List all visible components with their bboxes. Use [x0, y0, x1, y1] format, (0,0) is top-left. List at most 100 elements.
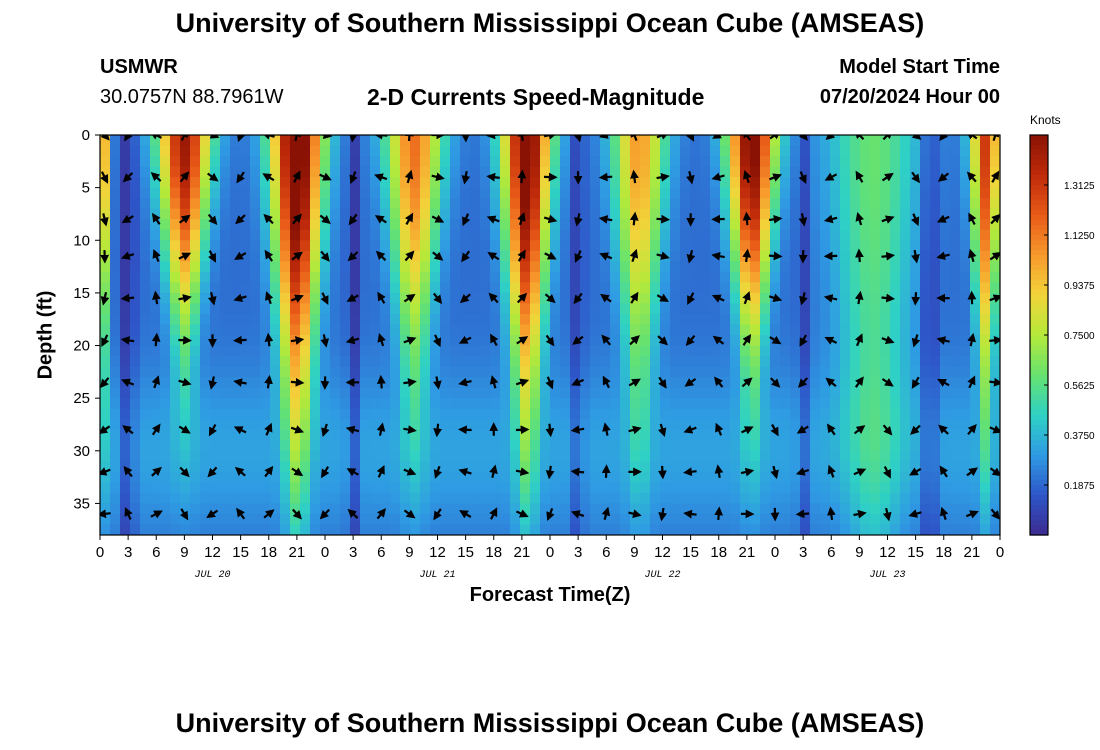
- heatmap-cell: [240, 145, 251, 157]
- x-tick-label: 18: [260, 544, 277, 561]
- heatmap-cell: [520, 135, 531, 147]
- heatmap-cell: [900, 356, 911, 368]
- heatmap-cell: [490, 240, 501, 252]
- heatmap-cell: [840, 324, 851, 336]
- heatmap-cell: [270, 166, 281, 178]
- heatmap-cell: [640, 377, 651, 389]
- heatmap-cell: [800, 229, 811, 241]
- heatmap-cell: [470, 219, 481, 231]
- heatmap-cell: [440, 250, 451, 262]
- heatmap-cell: [760, 408, 771, 420]
- heatmap-cell: [220, 198, 231, 210]
- colorbar-tick-label: 1.1250: [1064, 231, 1095, 242]
- heatmap-cell: [590, 356, 601, 368]
- heatmap-cell: [400, 219, 411, 231]
- current-arrow: [683, 509, 697, 519]
- heatmap-cell: [210, 398, 221, 410]
- heatmap-cell: [530, 419, 541, 431]
- heatmap-cell: [740, 461, 751, 473]
- heatmap-cell: [620, 240, 631, 252]
- heatmap-cell: [820, 408, 831, 420]
- heatmap-cell: [300, 208, 311, 220]
- heatmap-cell: [550, 145, 561, 157]
- heatmap-cell: [920, 292, 931, 305]
- heatmap-cell: [840, 482, 851, 494]
- heatmap-cell: [310, 356, 321, 368]
- heatmap-cell: [190, 250, 201, 262]
- current-arrow: [121, 378, 135, 387]
- heatmap-cell: [530, 398, 541, 410]
- current-arrow: [488, 292, 499, 304]
- heatmap-cell: [890, 366, 901, 378]
- heatmap-cell: [560, 313, 571, 326]
- heatmap-cell: [680, 471, 691, 483]
- heatmap-cell: [990, 313, 1000, 326]
- heatmap-cell: [380, 229, 391, 241]
- heatmap-cell: [940, 356, 951, 368]
- heatmap-cell: [850, 345, 861, 357]
- heatmap-cell: [730, 387, 741, 399]
- heatmap-cell: [250, 135, 261, 147]
- current-arrow: [208, 376, 218, 390]
- heatmap-cell: [660, 503, 671, 515]
- heatmap-cell: [640, 482, 651, 494]
- heatmap-cell: [510, 524, 521, 535]
- heatmap-cell: [570, 387, 581, 399]
- heatmap-cell: [200, 503, 211, 515]
- heatmap-cell: [930, 303, 941, 315]
- heatmap-cell: [790, 377, 801, 389]
- current-arrow: [827, 464, 836, 478]
- heatmap-cell: [510, 461, 521, 473]
- heatmap-cell: [770, 303, 781, 315]
- current-arrow: [236, 135, 246, 143]
- heatmap-cell: [900, 335, 911, 347]
- heatmap-cell: [600, 156, 611, 168]
- heatmap-cell: [700, 303, 711, 315]
- heatmap-cell: [650, 177, 661, 189]
- current-arrow: [683, 467, 697, 477]
- heatmap-cell: [660, 271, 671, 283]
- heatmap-cell: [100, 482, 111, 494]
- heatmap-cell: [110, 398, 121, 410]
- current-arrow: [545, 423, 555, 438]
- current-arrow: [233, 378, 247, 387]
- heatmap-cell: [920, 313, 931, 326]
- heatmap-cell: [290, 177, 301, 189]
- heatmap-cell: [680, 229, 691, 241]
- heatmap-cell: [620, 187, 631, 199]
- heatmap-cell: [960, 450, 971, 462]
- heatmap-cell: [310, 419, 321, 431]
- heatmap-cell: [770, 156, 781, 168]
- heatmap-cell: [990, 261, 1000, 273]
- heatmap-cell: [700, 408, 711, 420]
- chart-subtitle: 2-D Currents Speed-Magnitude: [367, 84, 705, 110]
- heatmap-cell: [190, 282, 201, 294]
- heatmap-cell: [940, 387, 951, 399]
- heatmap-cell: [860, 335, 871, 347]
- heatmap-cell: [690, 240, 701, 252]
- heatmap-cell: [970, 398, 981, 410]
- heatmap-cell: [310, 177, 321, 189]
- heatmap-cell: [130, 524, 141, 535]
- heatmap-cell: [140, 345, 151, 357]
- heatmap-cell: [110, 503, 121, 515]
- heatmap-cell: [620, 219, 631, 231]
- heatmap-cell: [230, 429, 241, 441]
- heatmap-cell: [760, 156, 771, 168]
- heatmap-cell: [770, 461, 781, 473]
- heatmap-cell: [370, 166, 381, 178]
- heatmap-cell: [870, 387, 881, 399]
- heatmap-cell: [860, 261, 871, 273]
- heatmap-cell: [120, 313, 131, 326]
- heatmap-cell: [550, 366, 561, 378]
- heatmap-cell: [660, 524, 671, 535]
- heatmap-cell: [930, 313, 941, 326]
- heatmap-cell: [600, 135, 611, 147]
- heatmap-cell: [710, 366, 721, 378]
- current-arrow: [320, 250, 330, 262]
- heatmap-cell: [600, 282, 611, 294]
- heatmap-cell: [590, 229, 601, 241]
- heatmap-cell: [450, 524, 461, 535]
- heatmap-cell: [270, 450, 281, 462]
- heatmap-cell: [860, 135, 871, 147]
